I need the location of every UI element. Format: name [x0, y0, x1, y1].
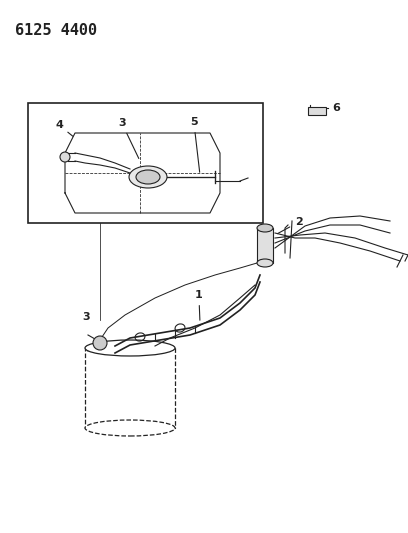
- Text: 3: 3: [118, 118, 139, 158]
- Text: 1: 1: [195, 290, 203, 320]
- Text: 4: 4: [55, 120, 73, 136]
- Text: 3: 3: [82, 312, 90, 322]
- Ellipse shape: [136, 170, 160, 184]
- Ellipse shape: [85, 340, 175, 356]
- Text: 5: 5: [190, 117, 200, 172]
- Bar: [308, 107, 326, 115]
- Circle shape: [60, 152, 70, 162]
- Bar: [85, 348, 175, 428]
- Bar: [257, 228, 273, 263]
- Text: 6: 6: [332, 103, 340, 113]
- Ellipse shape: [85, 420, 175, 436]
- Text: 6125 4400: 6125 4400: [15, 23, 97, 38]
- Circle shape: [93, 336, 107, 350]
- Ellipse shape: [257, 224, 273, 232]
- Bar: [28, 103, 263, 223]
- Ellipse shape: [129, 166, 167, 188]
- Ellipse shape: [257, 259, 273, 267]
- Text: 2: 2: [277, 217, 303, 233]
